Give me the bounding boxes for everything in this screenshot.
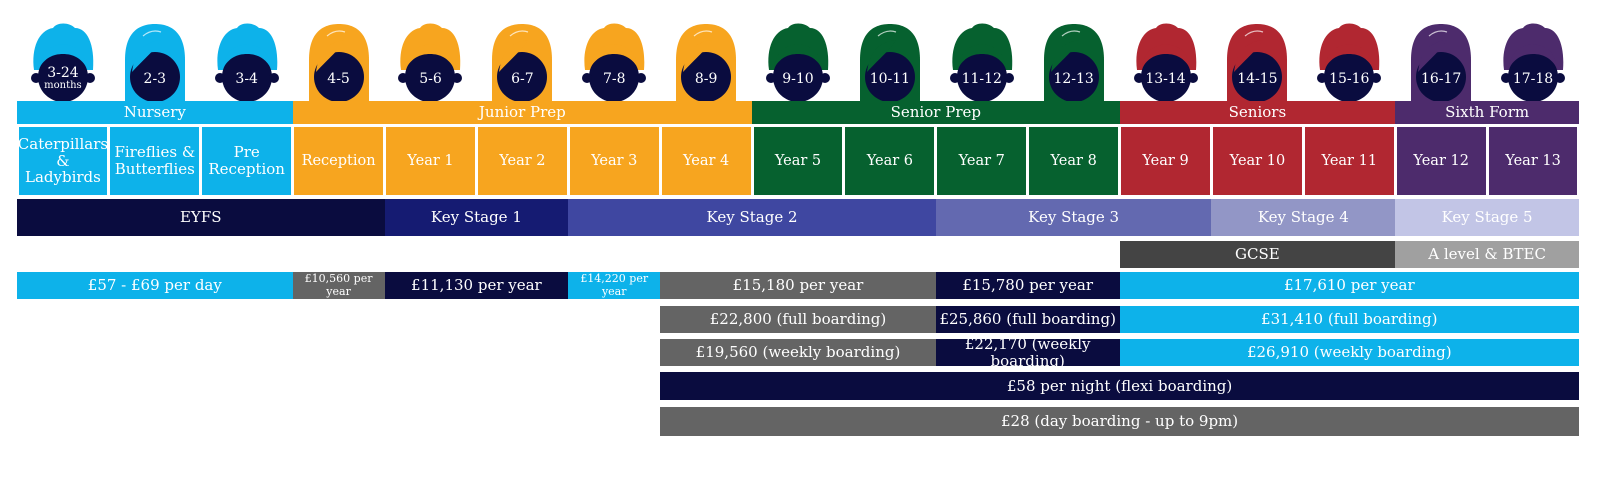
age-range: 2-3	[143, 71, 167, 87]
child-head-icon: 2-3	[115, 20, 195, 104]
fee-band: £15,180 per year	[660, 272, 936, 299]
year-group-cell: Pre Reception	[202, 127, 292, 195]
child-head-icon: 4-5	[299, 20, 379, 104]
age-range: 15-16	[1329, 71, 1370, 87]
section-band: Seniors	[1119, 101, 1396, 124]
qualification-band: GCSE	[1119, 241, 1396, 268]
age-label: 8-9	[666, 72, 746, 86]
fee-band: £22,800 (full boarding)	[660, 306, 936, 333]
fee-band: £26,910 (weekly boarding)	[1119, 339, 1579, 366]
age-range: 16-17	[1420, 71, 1462, 87]
child-head-icon: 11-12	[942, 20, 1022, 104]
year-group-cell: Year 12	[1396, 127, 1486, 195]
key-stage-band: Key Stage 3	[935, 199, 1212, 236]
key-stage-band: EYFS	[17, 199, 385, 236]
fee-band: £11,130 per year	[384, 272, 569, 299]
child-head-icon: 17-18	[1493, 20, 1573, 104]
age-range: 17-18	[1512, 71, 1554, 87]
year-group-cell: Year 11	[1304, 127, 1394, 195]
year-group-cell: Year 9	[1121, 127, 1210, 195]
fee-band: £17,610 per year	[1119, 272, 1579, 299]
age-range: 12-13	[1053, 71, 1094, 87]
year-group-cell: Year 13	[1488, 127, 1578, 195]
year-group-cell: Year 8	[1029, 127, 1119, 195]
age-label: 6-7	[482, 72, 562, 86]
qualification-band: A level & BTEC	[1395, 241, 1579, 268]
year-group-cell: Year 2	[477, 127, 567, 195]
year-group-cell: Year 5	[753, 127, 843, 195]
age-range: 7-8	[602, 71, 626, 87]
fee-band: £28 (day boarding - up to 9pm)	[660, 407, 1579, 436]
age-range: 6-7	[511, 71, 534, 87]
age-range: 4-5	[327, 71, 350, 87]
age-label: 12-13	[1034, 72, 1114, 86]
key-stage-band: Key Stage 1	[384, 199, 569, 236]
age-label: 3-24 months	[23, 66, 103, 91]
year-group-cell: Year 7	[937, 127, 1027, 195]
fee-band: £10,560 per year	[292, 272, 385, 299]
age-range: 14-15	[1237, 71, 1278, 87]
age-label: 2-3	[115, 72, 195, 86]
fee-band: £14,220 per year	[568, 272, 661, 299]
child-head-icon: 5-6	[390, 20, 470, 104]
child-head-icon: 6-7	[482, 20, 562, 104]
age-unit: months	[44, 80, 82, 91]
year-group-cell: Year 10	[1212, 127, 1302, 195]
age-label: 11-12	[942, 72, 1022, 86]
child-head-icon: 16-17	[1401, 20, 1481, 104]
age-range: 3-4	[235, 71, 258, 87]
child-head-icon: 8-9	[666, 20, 746, 104]
age-label: 3-4	[207, 72, 287, 86]
child-head-icon: 3-24 months	[23, 20, 103, 104]
child-head-icon: 13-14	[1126, 20, 1206, 104]
age-label: 15-16	[1309, 72, 1389, 86]
child-head-icon: 7-8	[574, 20, 654, 104]
age-label: 17-18	[1493, 72, 1573, 86]
age-range: 10-11	[869, 71, 911, 87]
fee-band: £25,860 (full boarding)	[935, 306, 1120, 333]
age-label: 14-15	[1217, 72, 1297, 86]
child-head-icon: 10-11	[850, 20, 930, 104]
year-group-cell: Year 3	[569, 127, 659, 195]
age-range: 11-12	[961, 71, 1002, 87]
year-group-cell: Caterpillars & Ladybirds	[18, 127, 108, 195]
fee-band: £58 per night (flexi boarding)	[660, 372, 1579, 400]
age-range: 5-6	[419, 71, 442, 87]
year-group-cell: Reception	[294, 127, 384, 195]
fee-band: £57 - £69 per day	[17, 272, 293, 299]
section-band: Sixth Form	[1395, 101, 1579, 124]
key-stage-band: Key Stage 2	[568, 199, 936, 236]
age-label: 13-14	[1126, 72, 1206, 86]
fee-band: £31,410 (full boarding)	[1119, 306, 1579, 333]
year-group-cell: Fireflies & Butterflies	[110, 127, 200, 195]
fee-band: £19,560 (weekly boarding)	[660, 339, 936, 366]
fee-band: £22,170 (weekly boarding)	[935, 339, 1120, 366]
age-range: 8-9	[694, 71, 718, 87]
child-head-icon: 12-13	[1034, 20, 1114, 104]
age-label: 10-11	[850, 72, 930, 86]
section-band: Senior Prep	[752, 101, 1120, 124]
child-head-icon: 14-15	[1217, 20, 1297, 104]
year-group-cell: Year 1	[386, 127, 475, 195]
age-label: 7-8	[574, 72, 654, 86]
year-group-cell: Year 4	[661, 127, 751, 195]
key-stage-band: Key Stage 5	[1395, 199, 1579, 236]
child-head-icon: 9-10	[758, 20, 838, 104]
age-range: 3-24	[47, 65, 79, 81]
section-band: Nursery	[17, 101, 293, 124]
year-group-cell: Year 6	[845, 127, 935, 195]
fee-band: £15,780 per year	[935, 272, 1120, 299]
section-band: Junior Prep	[292, 101, 753, 124]
age-range: 9-10	[782, 71, 814, 87]
age-range: 13-14	[1145, 71, 1186, 87]
age-label: 5-6	[390, 72, 470, 86]
age-label: 16-17	[1401, 72, 1481, 86]
age-label: 9-10	[758, 72, 838, 86]
child-head-icon: 3-4	[207, 20, 287, 104]
age-label: 4-5	[299, 72, 379, 86]
child-head-icon: 15-16	[1309, 20, 1389, 104]
key-stage-band: Key Stage 4	[1211, 199, 1396, 236]
